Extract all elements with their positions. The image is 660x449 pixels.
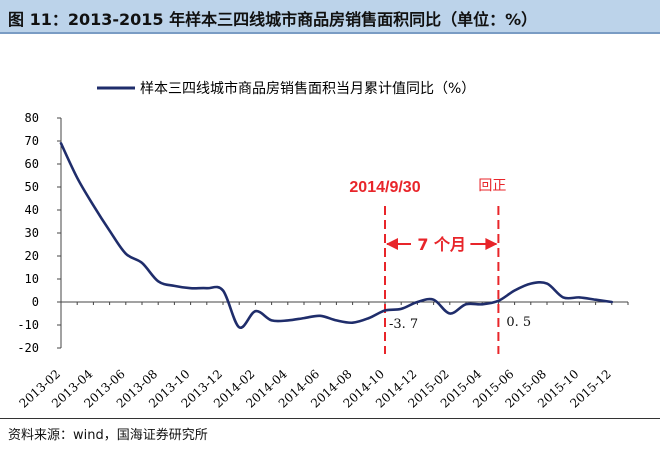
y-tick-label: 50	[25, 180, 39, 194]
y-tick-label: 10	[25, 272, 39, 286]
y-tick-label: 60	[25, 157, 39, 171]
y-tick-label: -10	[17, 318, 39, 332]
y-tick-label: -20	[17, 341, 39, 355]
y-tick-label: 80	[25, 111, 39, 125]
chart-axes: -20-10010203040506070802013-022013-04201…	[17, 111, 629, 411]
span-arrow-left-head	[386, 238, 398, 250]
y-tick-label: 0	[32, 295, 39, 309]
line-chart: 样本三四线城市商品房销售面积当月累计值同比（%） -20 -10 0 10 20 30 40…	[17, 80, 629, 411]
span-arrow-right-head	[485, 238, 498, 250]
end-value-label: 0. 5	[506, 315, 531, 330]
chart-annotations: 2014/9/30 回正 7 个月 -3. 7 0. 5	[349, 178, 531, 354]
span-label: 7 个月	[417, 235, 466, 254]
source-note: 资料来源：wind，国海证券研究所	[8, 428, 208, 443]
y-tick-label: 70	[25, 134, 39, 148]
figure-title-bar: 图 11：2013-2015 年样本三四线城市商品房销售面积同比（单位：%）	[0, 0, 660, 34]
end-label: 回正	[478, 178, 506, 194]
figure-title: 图 11：2013-2015 年样本三四线城市商品房销售面积同比（单位：%）	[8, 10, 538, 29]
y-tick-label: 20	[25, 249, 39, 263]
start-value-label: -3. 7	[389, 317, 418, 332]
legend-label: 样本三四线城市商品房销售面积当月累计值同比（%）	[140, 80, 475, 97]
y-tick-label: 40	[25, 203, 39, 217]
y-tick-label: 30	[25, 226, 39, 240]
series-line	[59, 142, 614, 329]
chart-legend: 样本三四线城市商品房销售面积当月累计值同比（%）	[97, 80, 475, 97]
chart-plot-area	[59, 142, 614, 329]
start-date-label: 2014/9/30	[349, 179, 420, 196]
source-divider	[0, 418, 660, 419]
